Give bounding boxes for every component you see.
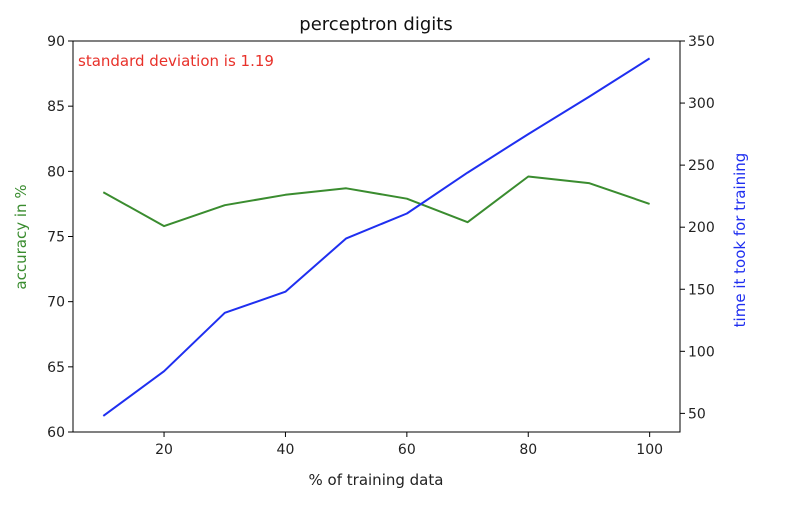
x-tick-label: 60 xyxy=(398,442,416,458)
right-y-axis-label: time it took for training xyxy=(731,153,749,328)
right-y-tick-label: 150 xyxy=(688,282,715,298)
chart-title: perceptron digits xyxy=(299,14,452,35)
plot-area xyxy=(72,40,681,433)
right-y-tick-label: 300 xyxy=(688,96,715,112)
left-y-ticks: 60 65 70 75 80 85 90 xyxy=(47,34,73,441)
series-layer xyxy=(102,57,651,417)
right-y-tick-label: 200 xyxy=(688,220,715,236)
std-annotation: standard deviation is 1.19 xyxy=(78,52,274,70)
right-y-tick-label: 350 xyxy=(688,34,715,50)
x-ticks: 20 40 60 80 100 xyxy=(155,432,663,458)
x-tick-label: 20 xyxy=(155,442,173,458)
right-y-tick-label: 250 xyxy=(688,158,715,174)
x-tick-label: 100 xyxy=(636,442,663,458)
x-tick-label: 40 xyxy=(277,442,295,458)
x-tick-label: 80 xyxy=(519,442,537,458)
right-y-tick-label: 100 xyxy=(688,344,715,360)
right-y-tick-label: 50 xyxy=(688,406,706,422)
left-y-tick-label: 85 xyxy=(47,99,65,115)
x-axis-label: % of training data xyxy=(309,471,444,489)
left-y-axis-label: accuracy in % xyxy=(12,184,30,289)
left-y-tick-label: 90 xyxy=(47,34,65,50)
left-y-tick-label: 75 xyxy=(47,230,65,246)
left-y-tick-label: 65 xyxy=(47,360,65,376)
left-y-tick-label: 60 xyxy=(47,425,65,441)
left-y-tick-label: 80 xyxy=(47,164,65,180)
left-y-tick-label: 70 xyxy=(47,295,65,311)
right-y-ticks: 50 100 150 200 250 300 350 xyxy=(680,34,715,422)
accuracy-line xyxy=(102,175,650,228)
training-time-line xyxy=(102,57,651,417)
